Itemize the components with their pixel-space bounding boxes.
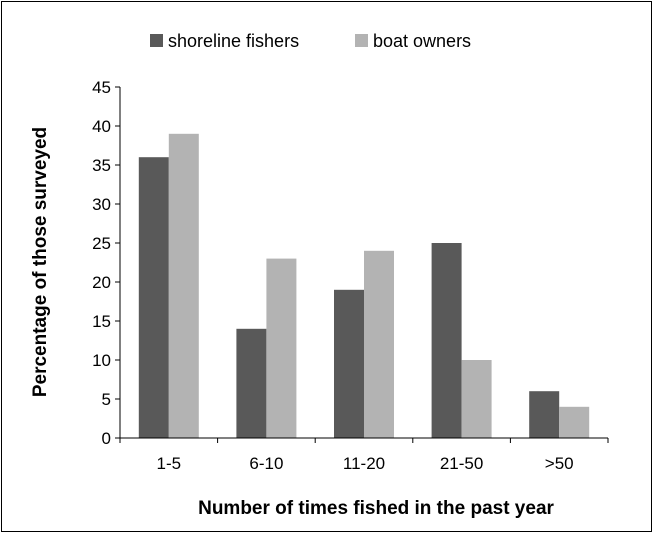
- y-tick-label-45: 45: [92, 78, 111, 97]
- y-tick-label-15: 15: [92, 312, 111, 331]
- x-tick-label-50: >50: [545, 454, 574, 473]
- y-tick-label-40: 40: [92, 117, 111, 136]
- y-axis-title: Percentage of those surveyed: [30, 127, 51, 397]
- bar-boat-owners-2150: [461, 360, 492, 438]
- plot-area: 0 5 10 15 20 25 30 35 40 45 1-5 6-10 11-20 21-50 >50: [92, 78, 609, 473]
- x-axis-title: Number of times fished in the past year: [198, 498, 554, 519]
- bar-shoreline-fishers-15: [138, 157, 169, 438]
- bar-shoreline-fishers-610: [236, 328, 267, 438]
- bar-shoreline-fishers-1120: [334, 289, 364, 438]
- x-tick-label-2150: 21-50: [440, 454, 483, 473]
- x-tick-label-15: 1-5: [157, 454, 182, 473]
- bar-shoreline-fishers-2150: [431, 243, 462, 438]
- x-tick-label-1120: 11-20: [343, 454, 385, 473]
- y-tick-label-5: 5: [102, 390, 111, 409]
- y-tick-label-25: 25: [92, 234, 111, 253]
- y-tick-label-20: 20: [92, 273, 111, 292]
- y-tick-label-30: 30: [92, 195, 111, 214]
- y-tick-label-10: 10: [92, 351, 111, 370]
- bar-shoreline-fishers-50: [529, 391, 560, 438]
- bar-boat-owners-610: [266, 258, 297, 438]
- x-tick-label-610: 6-10: [249, 454, 283, 473]
- legend-label-shoreline-fishers: shoreline fishers: [168, 31, 299, 51]
- legend-label-boat-owners: boat owners: [373, 31, 471, 51]
- bar-boat-owners-1120: [364, 250, 394, 438]
- y-tick-label-0: 0: [102, 429, 111, 448]
- legend-swatch-shoreline-fishers: [150, 34, 163, 47]
- legend-swatch-boat-owners: [355, 34, 368, 47]
- y-tick-label-35: 35: [92, 156, 111, 175]
- bar-boat-owners-15: [168, 133, 199, 439]
- legend: shoreline fishers boat owners: [150, 31, 471, 51]
- bar-boat-owners-50: [559, 406, 590, 438]
